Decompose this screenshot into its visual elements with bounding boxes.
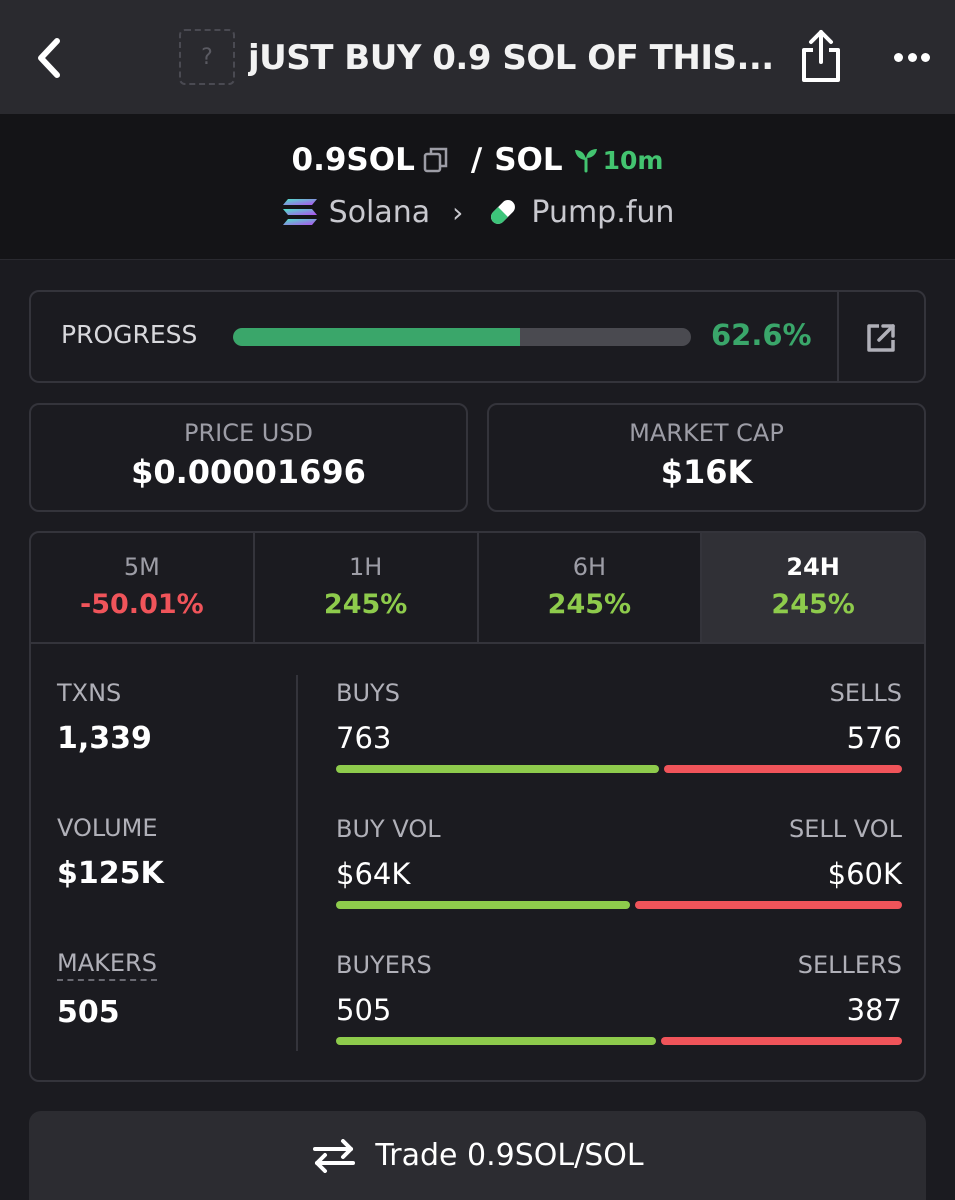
txns-value: 1,339 (57, 721, 152, 756)
top-bar: ? jUST BUY 0.9 SOL OF THIS... (0, 0, 955, 114)
token-placeholder-glyph: ? (201, 44, 213, 70)
tab-label: 24H (786, 553, 840, 581)
buy-sell-volume-block: BUY VOL SELL VOL $64K $60K (336, 815, 902, 951)
sellers-label: SELLERS (797, 951, 902, 979)
more-options-button[interactable] (888, 42, 936, 72)
tab-change: 245% (323, 589, 408, 620)
sell-vol-label: SELL VOL (788, 815, 902, 843)
pair-age-text: 10m (602, 145, 664, 175)
buy-vol-value: $64K (336, 857, 411, 891)
tab-5m[interactable]: 5M -50.01% (31, 533, 255, 642)
tab-change: 245% (771, 589, 855, 620)
tab-1h[interactable]: 1H 245% (255, 533, 479, 642)
timeframe-tabs: 5M -50.01% 1H 245% 6H 245% 24H 245% (31, 533, 924, 644)
tab-label: 5M (123, 553, 160, 581)
pair-header: 0.9SOL / SOL 10m (0, 114, 955, 260)
progress-label: PROGRESS (61, 320, 198, 349)
sprout-icon (574, 149, 597, 173)
trade-button-label: Trade 0.9SOL/SOL (375, 1138, 644, 1173)
sell-share-bar (661, 1037, 902, 1045)
tab-change: -50.01% (80, 589, 204, 620)
swap-icon (313, 1138, 356, 1173)
token-image-placeholder: ? (179, 29, 235, 85)
buy-share-bar (336, 901, 631, 909)
external-link-icon (867, 324, 895, 352)
pair-separator: / (470, 142, 483, 178)
market-cap-label: MARKET CAP (629, 419, 784, 447)
tab-change: 245% (547, 589, 632, 620)
buys-sells-block: BUYS SELLS 763 576 (336, 679, 902, 815)
page-title: jUST BUY 0.9 SOL OF THIS... (248, 38, 774, 78)
volume-ratio-bar (336, 901, 902, 909)
makers-value: 505 (57, 995, 120, 1030)
buyers-sellers-block: BUYERS SELLERS 505 387 (336, 951, 902, 1080)
base-symbol: 0.9SOL (291, 142, 415, 178)
txns-label: TXNS (57, 679, 122, 707)
tab-label: 6H (572, 553, 607, 581)
volume-block: VOLUME $125K (57, 814, 287, 949)
chevron-left-icon (38, 38, 60, 78)
sellers-value: 387 (846, 993, 902, 1027)
chain-breadcrumb: Solana › Pump.fun (0, 192, 955, 232)
txns-block: TXNS 1,339 (57, 679, 287, 814)
makers-block: MAKERS 505 (57, 949, 287, 1080)
price-usd-card: PRICE USD $0.00001696 (29, 403, 468, 512)
tab-24h[interactable]: 24H 245% (702, 533, 924, 642)
sell-share-bar (663, 765, 902, 773)
makers-label[interactable]: MAKERS (57, 949, 157, 981)
sells-value: 576 (846, 721, 902, 755)
dot-icon (894, 52, 903, 62)
progress-bar (233, 328, 691, 346)
breakdown-column: BUYS SELLS 763 576 BUY VOL SELL VOL $64K… (336, 679, 902, 1080)
dex-name[interactable]: Pump.fun (531, 194, 675, 230)
buys-sells-ratio-bar (336, 765, 902, 773)
pair-line: 0.9SOL / SOL 10m (0, 138, 955, 182)
buyers-value: 505 (336, 993, 392, 1027)
buys-value: 763 (336, 721, 392, 755)
chevron-right-icon: › (452, 195, 464, 229)
stats-card: 5M -50.01% 1H 245% 6H 245% 24H 245% TXNS… (29, 531, 926, 1082)
buy-share-bar (336, 765, 659, 773)
dot-icon (921, 52, 930, 62)
chain-name[interactable]: Solana (328, 194, 431, 230)
quote-symbol: SOL (494, 142, 563, 178)
buyers-ratio-bar (336, 1037, 902, 1045)
back-button[interactable] (28, 36, 68, 80)
pill-icon (491, 200, 516, 224)
buy-vol-label: BUY VOL (336, 815, 441, 843)
divider (837, 292, 839, 381)
volume-label: VOLUME (57, 814, 158, 842)
sell-vol-value: $60K (827, 857, 902, 891)
progress-value: 62.6% (711, 318, 812, 352)
progress-bar-fill (233, 328, 520, 346)
tab-6h[interactable]: 6H 245% (479, 533, 703, 642)
dot-icon (907, 52, 917, 62)
copy-icon[interactable] (423, 146, 449, 174)
sell-share-bar (635, 901, 902, 909)
buyers-label: BUYERS (336, 951, 432, 979)
divider (296, 675, 298, 1051)
share-button[interactable] (800, 28, 842, 84)
buys-label: BUYS (336, 679, 400, 707)
open-external-button[interactable] (865, 322, 897, 354)
sells-label: SELLS (829, 679, 902, 707)
market-cap-value: $16K (660, 453, 753, 491)
progress-card: PROGRESS 62.6% (29, 290, 926, 383)
pair-age: 10m (573, 145, 664, 175)
share-icon (802, 30, 840, 82)
summary-column: TXNS 1,339 VOLUME $125K MAKERS 505 (57, 679, 287, 1080)
solana-icon (282, 199, 317, 225)
price-usd-label: PRICE USD (183, 419, 314, 447)
price-usd-value: $0.00001696 (131, 453, 366, 491)
volume-value: $125K (57, 856, 164, 891)
buy-share-bar (336, 1037, 657, 1045)
market-cap-card: MARKET CAP $16K (487, 403, 926, 512)
tab-label: 1H (348, 553, 383, 581)
trade-button[interactable]: Trade 0.9SOL/SOL (29, 1111, 926, 1200)
